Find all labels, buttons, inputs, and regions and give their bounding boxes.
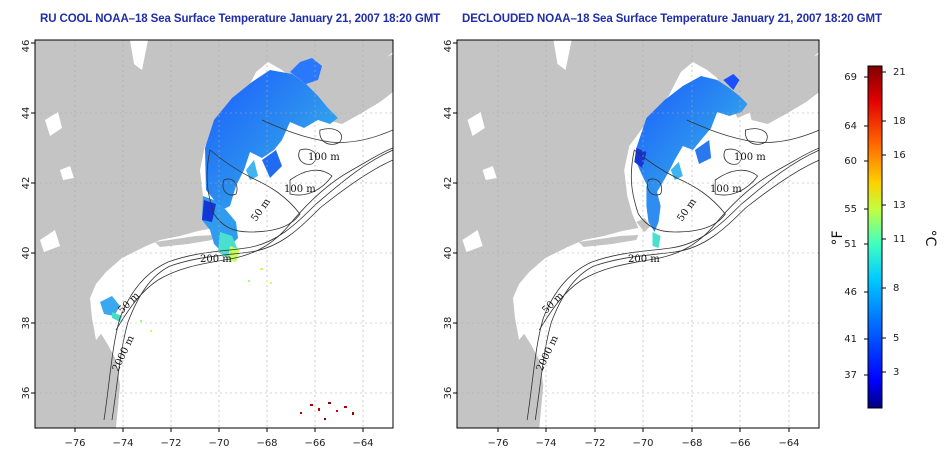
colorbar-f-tick: 55 [844,204,857,215]
left-contour-label-100m-a: 100 m [308,152,340,163]
left-x-tick-label: −68 [256,438,277,449]
colorbar-f-tick: 60 [844,156,857,167]
colorbar-c-tick: 8 [893,283,899,294]
right-x-tick-label: −64 [778,438,799,449]
left-map-panel: 100 m 100 m 50 m 200 m 50 m 2000 m −76 −… [21,39,394,449]
colorbar-f-tick: 51 [844,239,857,250]
colorbar-c-tick: 16 [893,150,906,161]
right-contour-label-100m-a: 100 m [734,152,766,163]
left-x-tick-label: −72 [160,438,181,449]
left-x-tick-label: −64 [352,438,373,449]
right-contour-label-100m-b: 100 m [710,184,742,195]
right-map-panel: 100 m 100 m 50 m 200 m 50 m 2000 m −76 −… [443,39,820,449]
colorbar-c-tick: 5 [893,333,899,344]
right-map-title: DECLOUDED NOAA–18 Sea Surface Temperatur… [462,13,882,25]
temperature-colorbar: 69 64 60 55 51 46 41 37 21 18 16 13 11 8… [830,65,938,409]
left-x-tick-label: −66 [304,438,325,449]
right-y-tick-label: 42 [443,177,454,190]
left-y-tick-label: 44 [21,107,32,120]
colorbar-f-tick: 37 [844,370,857,381]
left-y-tick-label: 36 [21,387,32,400]
right-x-tick-label: −72 [584,438,605,449]
right-y-tick-label: 38 [443,317,454,330]
right-map-frame [456,39,820,429]
right-x-tick-label: −66 [729,438,750,449]
colorbar-c-tick: 13 [893,200,906,211]
left-y-tick-label: 38 [21,317,32,330]
right-grid [457,40,819,428]
left-x-tick-label: −70 [208,438,229,449]
colorbar-gradient [867,65,883,409]
left-map-title: RU COOL NOAA–18 Sea Surface Temperature … [40,13,441,25]
colorbar-c-tick: 18 [893,116,906,127]
colorbar-f-tick: 64 [844,121,857,132]
right-y-tick-label: 46 [443,40,454,53]
left-y-tick-label: 42 [21,177,32,190]
left-contour-label-100m-b: 100 m [284,184,316,195]
left-x-tick-label: −76 [64,438,85,449]
colorbar-c-tick: 21 [893,67,906,78]
right-x-tick-label: −74 [535,438,556,449]
celsius-unit-label: °C [922,230,938,247]
right-y-tick-label: 36 [443,387,454,400]
right-y-tick-label: 40 [443,247,454,260]
colorbar-c-tick: 11 [893,234,906,245]
right-x-tick-label: −70 [632,438,653,449]
left-map-frame [34,39,394,429]
colorbar-f-tick: 41 [844,334,857,345]
fahrenheit-unit-label: °F [830,230,846,245]
left-x-tick-label: −74 [112,438,133,449]
right-x-tick-label: −76 [487,438,508,449]
right-x-tick-label: −68 [681,438,702,449]
colorbar-f-tick: 69 [844,72,857,83]
right-contour-label-200m: 200 m [628,254,660,265]
colorbar-c-tick: 3 [893,367,899,378]
left-contour-label-200m: 200 m [200,254,232,265]
left-y-tick-label: 46 [21,40,32,53]
colorbar-f-tick: 46 [844,287,857,298]
right-y-tick-label: 44 [443,107,454,120]
left-y-tick-label: 40 [21,247,32,260]
